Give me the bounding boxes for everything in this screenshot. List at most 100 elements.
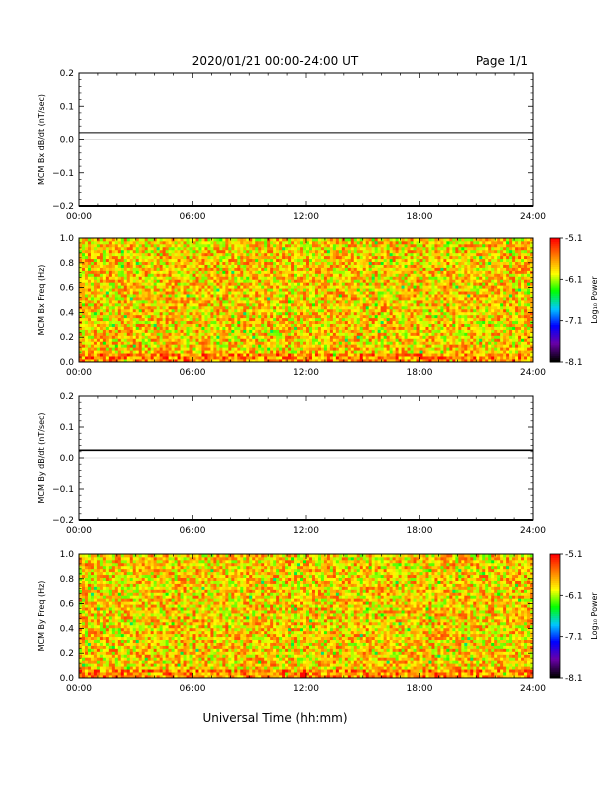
spectrogram-cell	[303, 305, 307, 310]
spectrogram-cell	[243, 359, 247, 363]
spectrogram-cell	[407, 347, 411, 351]
spectrogram-cell	[228, 270, 232, 274]
spectrogram-cell	[273, 249, 277, 254]
spectrogram-cell	[332, 359, 337, 363]
spectrogram-cell	[410, 323, 414, 327]
spectrogram-cell	[353, 255, 358, 260]
spectrogram-cell	[93, 240, 98, 245]
spectrogram-cell	[144, 282, 149, 286]
spectrogram-cell	[297, 282, 301, 286]
spectrogram-cell	[347, 308, 352, 313]
spectrogram-cell	[177, 294, 181, 298]
spectrogram-cell	[189, 332, 193, 336]
spectrogram-cell	[326, 332, 331, 336]
spectrogram-cell	[380, 291, 385, 295]
spectrogram-cell	[147, 314, 152, 319]
spectrogram-cell	[338, 276, 343, 280]
spectrogram-cell	[177, 302, 181, 307]
spectrogram-cell	[264, 311, 268, 316]
spectrogram-cell	[395, 288, 399, 292]
spectrogram-cell	[359, 261, 364, 265]
spectrogram-cell	[255, 285, 259, 289]
spectrogram-cell	[114, 267, 119, 271]
spectrogram-cell	[380, 243, 385, 248]
spectrogram-cell	[285, 267, 289, 271]
spectrogram-cell	[102, 255, 107, 260]
spectrogram-cell	[126, 305, 131, 310]
spectrogram-cell	[210, 302, 214, 307]
spectrogram-cell	[273, 285, 277, 289]
spectrogram-cell	[105, 282, 110, 286]
spectrogram-cell	[413, 240, 417, 245]
spectrogram-cell	[317, 294, 322, 298]
spectrogram-cell	[329, 300, 334, 304]
spectrogram-cell	[320, 338, 325, 342]
spectrogram-cell	[404, 240, 408, 245]
spectrogram-cell	[380, 302, 385, 307]
spectrogram-cell	[204, 335, 208, 339]
spectrogram-cell	[81, 300, 86, 304]
spectrogram-cell	[168, 308, 172, 313]
spectrogram-cell	[282, 255, 286, 260]
spectrogram-cell	[362, 335, 367, 339]
spectrogram-cell	[237, 285, 241, 289]
spectrogram-cell	[323, 255, 328, 260]
spectrogram-cell	[258, 291, 262, 295]
spectrogram-cell	[216, 329, 220, 333]
spectrogram-cell	[419, 311, 423, 316]
spectrogram-cell	[192, 246, 196, 251]
spectrogram-cell	[317, 314, 322, 319]
spectrogram-cell	[285, 285, 289, 289]
spectrogram-cell	[335, 291, 340, 295]
spectrogram-cell	[255, 279, 259, 283]
spectrogram-cell	[177, 252, 181, 257]
spectrogram-cell	[165, 246, 170, 251]
spectrogram-cell	[144, 255, 149, 260]
spectrogram-cell	[317, 273, 322, 277]
spectrogram-cell	[237, 252, 241, 257]
spectrogram-cell	[120, 255, 125, 260]
spectrogram-cell	[129, 308, 134, 313]
spectrogram-cell	[195, 314, 199, 319]
spectrogram-cell	[368, 344, 373, 348]
spectrogram-cell	[422, 356, 426, 360]
spectrogram-cell	[288, 344, 292, 348]
spectrogram-cell	[150, 276, 155, 280]
spectrogram-cell	[291, 279, 295, 283]
spectrogram-cell	[180, 282, 184, 286]
spectrogram-cell	[317, 243, 322, 248]
spectrogram-cell	[219, 270, 223, 274]
spectrogram-cell	[267, 261, 271, 265]
spectrogram-cell	[90, 240, 95, 245]
spectrogram-cell	[186, 302, 190, 307]
spectrogram-cell	[335, 297, 340, 301]
spectrogram-cell	[380, 297, 385, 301]
spectrogram-cell	[228, 347, 232, 351]
spectrogram-cell	[186, 294, 190, 298]
spectrogram-cell	[93, 356, 98, 360]
spectrogram-cell	[129, 314, 134, 319]
spectrogram-cell	[138, 359, 143, 363]
spectrogram-cell	[111, 285, 116, 289]
spectrogram-cell	[261, 341, 265, 345]
spectrogram-cell	[246, 300, 250, 304]
spectrogram-cell	[192, 356, 196, 360]
spectrogram-cell	[141, 329, 146, 333]
spectrogram-cell	[279, 276, 283, 280]
spectrogram-cell	[228, 317, 232, 322]
x-tick-label: 00:00	[66, 212, 92, 222]
spectrogram-cell	[285, 273, 289, 277]
spectrogram-cell	[297, 267, 301, 271]
spectrogram-cell	[347, 279, 352, 283]
spectrogram-cell	[99, 311, 104, 316]
spectrogram-cell	[90, 291, 95, 295]
spectrogram-cell	[207, 317, 211, 322]
spectrogram-cell	[96, 320, 101, 325]
spectrogram-cell	[79, 347, 83, 351]
spectrogram-cell	[204, 347, 208, 351]
spectrogram-cell	[171, 264, 175, 268]
spectrogram-cell	[165, 302, 170, 307]
spectrogram-cell	[285, 353, 289, 357]
spectrogram-cell	[407, 308, 411, 313]
spectrogram-cell	[332, 308, 337, 313]
